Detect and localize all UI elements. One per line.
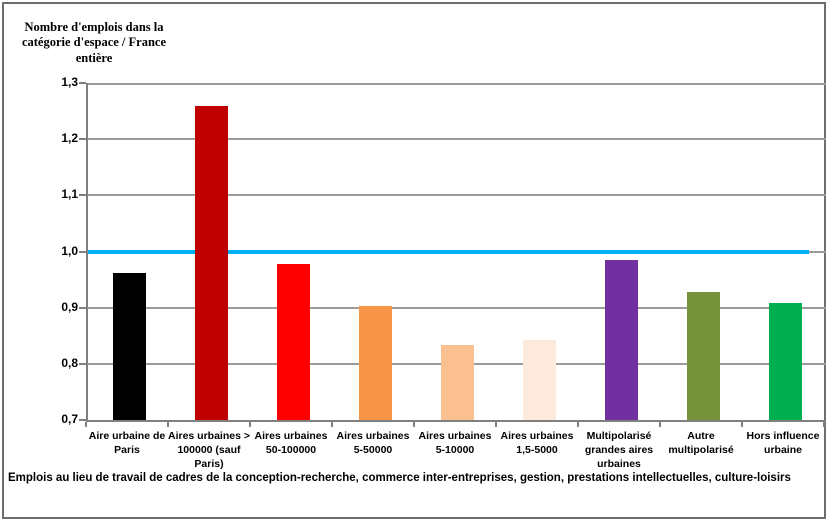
bar: [441, 345, 474, 420]
bar: [769, 303, 802, 420]
x-axis-labels: Aire urbaine de Paris Aires urbaines > 10…: [86, 429, 824, 485]
x-tick-mark: [823, 422, 825, 427]
plot-area: [86, 83, 826, 422]
x-axis-label: Aires urbaines 1,5-5000: [500, 430, 574, 457]
x-axis-label: Autre multipolarisé: [668, 430, 734, 457]
x-axis-label: Hors influence urbaine: [746, 430, 820, 457]
y-tick-mark: [79, 82, 86, 84]
x-tick-mark: [167, 422, 169, 427]
reference-line: [88, 250, 809, 254]
y-tick-mark: [79, 194, 86, 196]
x-tick-mark: [741, 422, 743, 427]
y-tick-mark: [79, 251, 86, 253]
gridline: [88, 138, 826, 140]
x-axis-label: Aire urbaine de Paris: [88, 430, 166, 457]
y-tick-mark: [79, 307, 86, 309]
y-tick-label: 1,3: [61, 75, 78, 89]
x-axis-label: Aires urbaines 5-10000: [418, 430, 492, 457]
chart-frame: [2, 2, 826, 519]
bar: [523, 340, 556, 420]
x-tick-mark: [249, 422, 251, 427]
y-tick-mark: [79, 138, 86, 140]
x-tick-mark: [495, 422, 497, 427]
bar: [605, 260, 638, 420]
y-tick-mark: [79, 419, 86, 421]
bar: [195, 106, 228, 420]
gridline: [88, 307, 826, 309]
chart-title: Nombre d'emplois dans la catégorie d'esp…: [21, 20, 167, 65]
gridline: [88, 83, 826, 85]
x-axis-label: Aires urbaines 5-50000: [336, 430, 410, 457]
y-tick-label: 0,7: [61, 412, 78, 426]
bar: [687, 292, 720, 420]
y-tick-label: 1,1: [61, 187, 78, 202]
y-tick-mark: [79, 363, 86, 365]
chart-caption: Emplois au lieu de travail de cadres de …: [8, 472, 791, 484]
x-tick-mark: [331, 422, 333, 427]
x-tick-mark: [85, 422, 87, 427]
y-tick-label: 0,8: [61, 355, 78, 370]
y-tick-label: 1,0: [61, 243, 78, 258]
x-tick-mark: [577, 422, 579, 427]
x-tick-mark: [413, 422, 415, 427]
y-tick-label: 0,9: [61, 299, 78, 314]
bar: [113, 273, 146, 420]
x-axis-label: Aires urbaines 50-100000: [254, 430, 328, 457]
x-axis-label: Multipolarisé grandes aires urbaines: [584, 430, 654, 471]
bar: [359, 306, 392, 420]
y-tick-label: 1,2: [61, 131, 78, 146]
bar: [277, 264, 310, 420]
gridline: [88, 194, 826, 196]
x-tick-mark: [659, 422, 661, 427]
x-axis-label: Aires urbaines > 100000 (sauf Paris): [168, 430, 250, 471]
